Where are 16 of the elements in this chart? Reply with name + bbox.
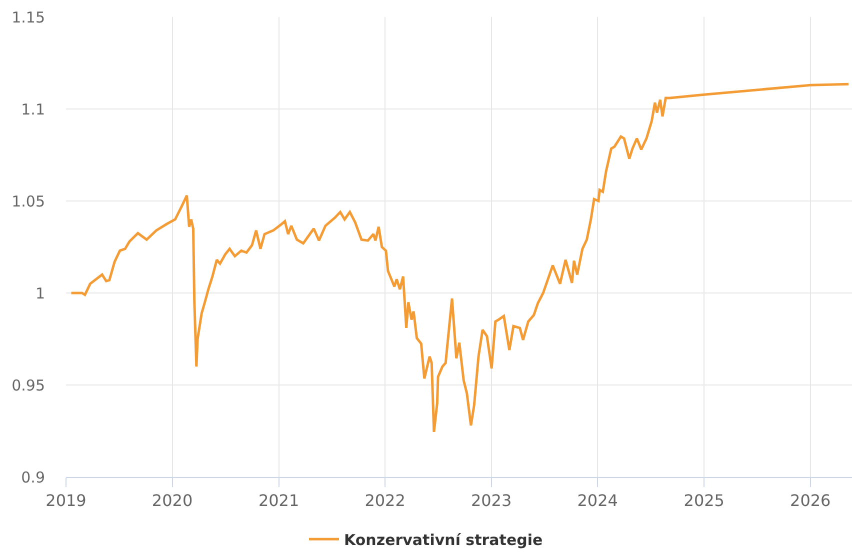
y-tick-label: 1.05: [12, 192, 45, 210]
x-tick-label: 2024: [577, 491, 618, 510]
y-tick-label: 1: [35, 284, 45, 302]
line-series: [70, 82, 850, 434]
x-tick-label: 2025: [684, 491, 724, 510]
y-tick-label: 1.1: [21, 100, 45, 118]
x-tick-label: 2026: [790, 491, 831, 510]
x-tick-label: 2021: [258, 491, 300, 510]
x-tick-label: 2020: [152, 491, 193, 510]
x-tick-label: 2022: [364, 491, 406, 510]
x-tick-label: 2023: [470, 491, 512, 510]
x-tick-label: 2019: [46, 491, 86, 510]
legend-label: Konzervativní strategie: [344, 530, 543, 549]
y-tick-label: 0.95: [12, 376, 45, 394]
y-tick-label: 0.9: [21, 468, 45, 486]
y-tick-label: 1.15: [12, 8, 45, 26]
